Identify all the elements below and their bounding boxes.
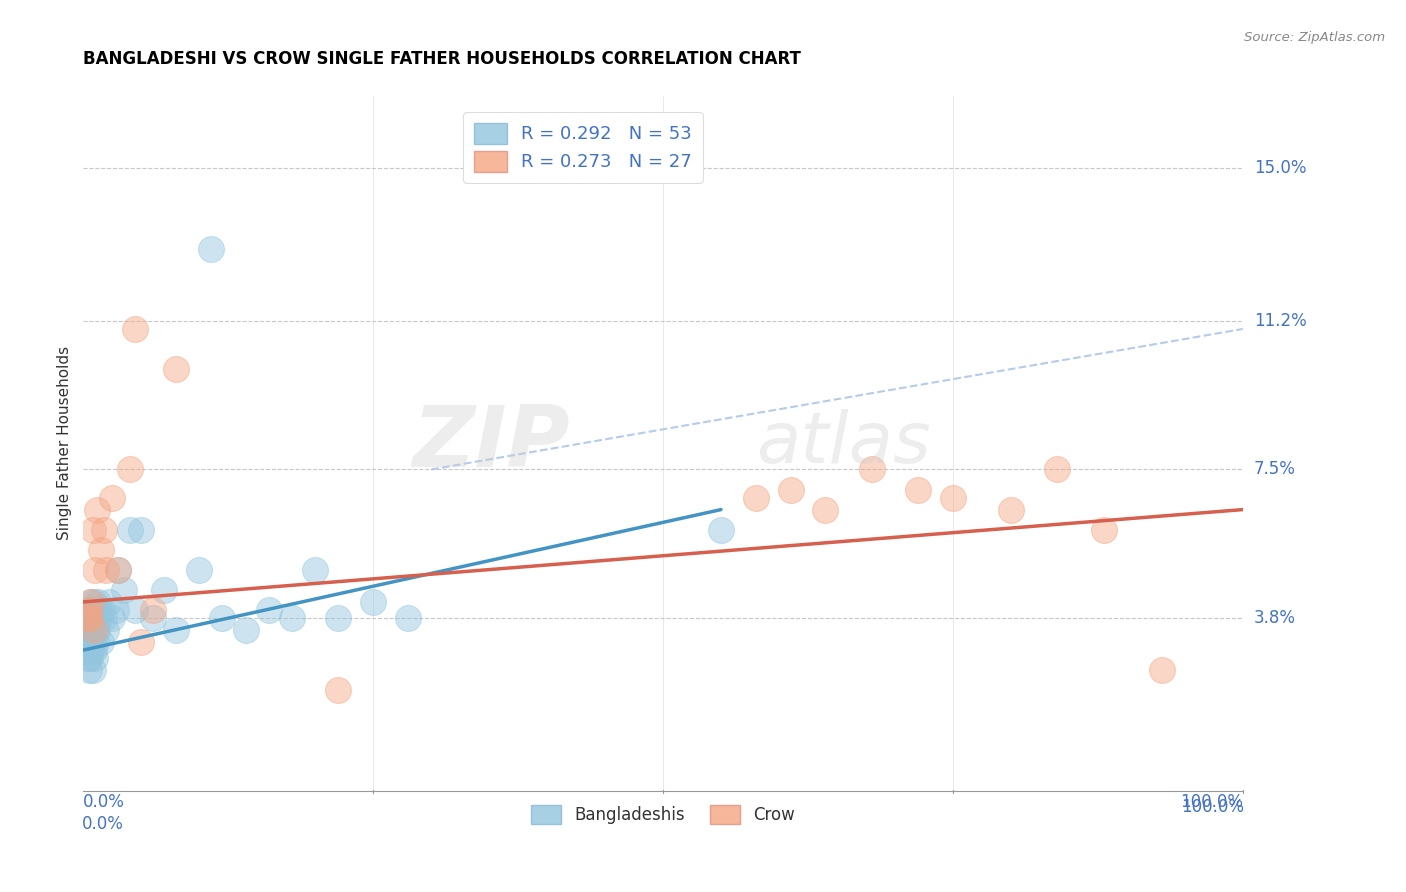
Point — [80, 643, 103, 657]
Point — [97, 595, 120, 609]
Y-axis label: Single Father Households: Single Father Households — [58, 346, 72, 541]
Point — [77, 603, 100, 617]
Point — [93, 611, 115, 625]
Text: 0.0%: 0.0% — [83, 793, 125, 811]
Text: ZIP: ZIP — [412, 402, 571, 485]
Point — [101, 491, 124, 505]
Point — [142, 603, 165, 617]
Point — [83, 651, 105, 665]
Point — [77, 603, 100, 617]
Point — [235, 623, 257, 637]
Point — [153, 582, 176, 597]
Point — [83, 623, 105, 637]
Point — [96, 563, 118, 577]
Point — [79, 631, 101, 645]
Point — [124, 322, 146, 336]
Point — [90, 635, 112, 649]
Point — [84, 635, 107, 649]
Point — [82, 663, 104, 677]
Point — [118, 523, 141, 537]
Point — [1092, 523, 1115, 537]
Point — [80, 603, 103, 617]
Point — [396, 611, 419, 625]
Point — [77, 619, 100, 633]
Point — [129, 523, 152, 537]
Point — [142, 611, 165, 625]
Point — [1046, 462, 1069, 476]
Point — [76, 643, 98, 657]
Text: 11.2%: 11.2% — [1254, 312, 1306, 330]
Point — [83, 563, 105, 577]
Point — [79, 611, 101, 625]
Point — [77, 623, 100, 637]
Point — [107, 563, 129, 577]
Point — [80, 623, 103, 637]
Point — [1150, 663, 1173, 677]
Point — [165, 623, 187, 637]
Point — [83, 603, 105, 617]
Point — [188, 563, 211, 577]
Point — [124, 603, 146, 617]
Point — [90, 603, 112, 617]
Point — [710, 523, 733, 537]
Point — [281, 611, 304, 625]
Text: BANGLADESHI VS CROW SINGLE FATHER HOUSEHOLDS CORRELATION CHART: BANGLADESHI VS CROW SINGLE FATHER HOUSEH… — [83, 50, 801, 69]
Point — [328, 683, 350, 698]
Point — [907, 483, 929, 497]
Point — [200, 242, 222, 256]
Point — [328, 611, 350, 625]
Point — [79, 611, 101, 625]
Point — [361, 595, 384, 609]
Point — [89, 611, 111, 625]
Text: 100.0%: 100.0% — [1181, 798, 1244, 816]
Point — [86, 623, 108, 637]
Point — [257, 603, 280, 617]
Point — [86, 502, 108, 516]
Point — [87, 595, 110, 609]
Point — [83, 595, 105, 609]
Point — [304, 563, 326, 577]
Point — [165, 362, 187, 376]
Point — [80, 595, 103, 609]
Text: atlas: atlas — [756, 409, 931, 478]
Point — [90, 542, 112, 557]
Point — [118, 462, 141, 476]
Point — [104, 603, 127, 617]
Point — [79, 595, 101, 609]
Point — [745, 491, 768, 505]
Point — [1000, 502, 1022, 516]
Point — [112, 582, 135, 597]
Text: Source: ZipAtlas.com: Source: ZipAtlas.com — [1244, 31, 1385, 45]
Point — [83, 623, 105, 637]
Point — [211, 611, 233, 625]
Point — [82, 611, 104, 625]
Text: 15.0%: 15.0% — [1254, 160, 1306, 178]
Point — [107, 563, 129, 577]
Text: 0.0%: 0.0% — [82, 814, 124, 832]
Point — [779, 483, 801, 497]
Point — [77, 611, 100, 625]
Text: 7.5%: 7.5% — [1254, 460, 1296, 478]
Point — [77, 651, 100, 665]
Point — [93, 523, 115, 537]
Text: 100.0%: 100.0% — [1180, 793, 1243, 811]
Point — [83, 643, 105, 657]
Point — [77, 635, 100, 649]
Point — [942, 491, 965, 505]
Point — [101, 611, 124, 625]
Legend: Bangladeshis, Crow: Bangladeshis, Crow — [524, 798, 801, 830]
Point — [77, 643, 100, 657]
Point — [79, 651, 101, 665]
Point — [129, 635, 152, 649]
Point — [82, 523, 104, 537]
Point — [77, 663, 100, 677]
Point — [96, 623, 118, 637]
Text: 3.8%: 3.8% — [1254, 609, 1296, 627]
Point — [82, 635, 104, 649]
Point — [84, 611, 107, 625]
Point — [860, 462, 883, 476]
Point — [814, 502, 837, 516]
